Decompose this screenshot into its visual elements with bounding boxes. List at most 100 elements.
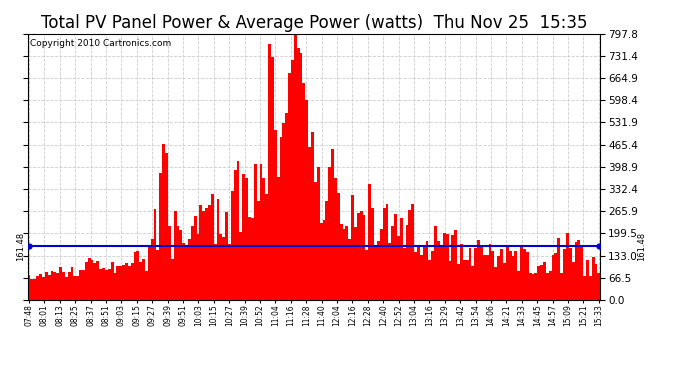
Bar — [351, 195, 354, 300]
Bar — [208, 205, 211, 300]
Bar — [408, 210, 411, 300]
Bar — [170, 259, 174, 300]
Bar — [497, 256, 500, 300]
Bar — [88, 258, 90, 300]
Bar — [431, 251, 434, 300]
Bar — [110, 262, 113, 300]
Bar — [420, 255, 423, 300]
Bar — [368, 184, 371, 300]
Bar — [328, 167, 331, 300]
Bar — [165, 153, 168, 300]
Bar — [549, 271, 551, 300]
Bar — [179, 230, 182, 300]
Bar — [451, 235, 454, 300]
Bar — [125, 263, 128, 300]
Bar — [222, 237, 225, 300]
Bar — [460, 244, 463, 300]
Bar — [400, 217, 403, 300]
Bar — [59, 267, 62, 300]
Bar — [558, 238, 560, 300]
Bar — [569, 248, 571, 300]
Bar — [555, 253, 558, 300]
Bar — [285, 113, 288, 300]
Bar — [357, 213, 359, 300]
Bar — [57, 273, 59, 300]
Bar — [128, 266, 130, 300]
Bar — [414, 252, 417, 300]
Bar — [288, 73, 291, 300]
Bar — [282, 123, 285, 300]
Bar — [406, 225, 408, 300]
Bar — [142, 259, 145, 300]
Bar — [531, 274, 535, 300]
Bar — [154, 209, 157, 300]
Bar — [366, 250, 368, 300]
Bar — [538, 266, 540, 300]
Bar — [578, 240, 580, 300]
Bar — [162, 144, 165, 300]
Bar — [271, 57, 274, 300]
Bar — [363, 215, 366, 300]
Bar — [168, 226, 170, 300]
Bar — [199, 205, 202, 300]
Bar — [454, 230, 457, 300]
Bar — [518, 271, 520, 300]
Bar — [248, 217, 251, 300]
Bar — [311, 132, 314, 300]
Bar — [589, 276, 592, 300]
Bar — [394, 213, 397, 300]
Bar — [294, 34, 297, 300]
Bar — [77, 276, 79, 300]
Bar — [211, 194, 214, 300]
Bar — [231, 191, 234, 300]
Bar — [79, 270, 82, 300]
Bar — [48, 275, 50, 300]
Text: 161.48: 161.48 — [638, 231, 647, 261]
Bar — [239, 232, 242, 300]
Bar — [122, 265, 125, 300]
Bar — [523, 249, 526, 300]
Bar — [317, 166, 319, 300]
Text: Copyright 2010 Cartronics.com: Copyright 2010 Cartronics.com — [30, 39, 172, 48]
Bar — [251, 218, 254, 300]
Bar — [503, 263, 506, 300]
Bar — [334, 178, 337, 300]
Bar — [102, 268, 105, 300]
Bar — [448, 261, 451, 300]
Bar — [535, 273, 538, 300]
Bar — [529, 273, 531, 300]
Bar — [322, 220, 326, 300]
Bar — [469, 248, 471, 300]
Bar — [148, 246, 150, 300]
Bar — [359, 211, 363, 300]
Bar — [113, 273, 117, 300]
Bar — [586, 260, 589, 300]
Bar — [299, 53, 302, 300]
Bar — [500, 249, 503, 300]
Bar — [575, 242, 578, 300]
Bar — [346, 226, 348, 300]
Bar — [506, 246, 509, 300]
Bar — [205, 208, 208, 300]
Bar — [85, 262, 88, 300]
Bar — [259, 164, 262, 300]
Bar — [108, 269, 110, 300]
Bar — [237, 161, 239, 300]
Bar — [90, 261, 93, 300]
Bar — [191, 226, 194, 300]
Bar — [440, 245, 443, 300]
Bar — [119, 266, 122, 300]
Text: 161.48: 161.48 — [16, 231, 25, 261]
Bar — [388, 243, 391, 300]
Bar — [242, 174, 245, 300]
Bar — [551, 255, 555, 300]
Bar — [97, 261, 99, 300]
Bar — [486, 255, 489, 300]
Bar — [511, 256, 514, 300]
Bar — [274, 129, 277, 300]
Bar — [36, 276, 39, 300]
Bar — [342, 229, 346, 300]
Bar — [403, 248, 406, 300]
Bar — [483, 255, 486, 300]
Bar — [219, 234, 222, 300]
